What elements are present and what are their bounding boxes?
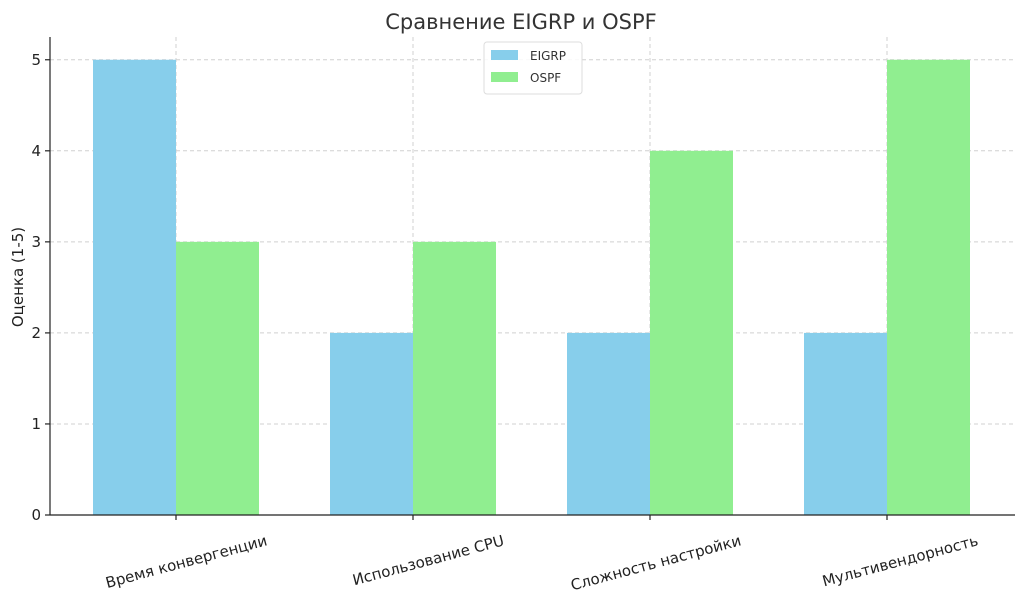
y-tick-label: 3 <box>31 233 41 251</box>
bar-eigrp-3 <box>567 332 650 515</box>
y-tick-label: 5 <box>31 51 41 69</box>
bar-eigrp-1 <box>93 59 176 516</box>
bar-eigrp-4 <box>804 332 887 515</box>
x-tick-label: Время конвергенции <box>104 531 269 591</box>
y-tick-label: 1 <box>31 415 41 433</box>
x-axis-ticks: Время конвергенции Использование CPU Сложн… <box>104 515 980 594</box>
legend-swatch-eigrp <box>491 50 518 60</box>
y-tick-label: 4 <box>31 142 41 160</box>
legend-label-eigrp: EIGRP <box>530 49 566 63</box>
bars <box>93 59 970 516</box>
bar-ospf-1 <box>176 241 259 515</box>
y-tick-label: 2 <box>31 324 41 342</box>
x-tick-label: Сложность настройки <box>569 531 743 594</box>
y-axis-label: Оценка (1-5) <box>9 227 27 327</box>
bar-eigrp-2 <box>330 332 413 515</box>
x-tick-label: Использование CPU <box>351 531 506 589</box>
bar-ospf-2 <box>413 241 496 515</box>
y-tick-label: 0 <box>31 506 41 524</box>
bar-ospf-3 <box>650 150 733 516</box>
x-tick-label: Мультивендорность <box>820 531 980 590</box>
legend-swatch-ospf <box>491 72 518 82</box>
y-axis-ticks: 0 1 2 3 4 5 <box>31 51 50 524</box>
bar-ospf-4 <box>887 59 970 516</box>
axes <box>49 37 1015 516</box>
legend-label-ospf: OSPF <box>530 71 561 85</box>
chart-title: Сравнение EIGRP и OSPF <box>385 10 656 34</box>
legend: EIGRP OSPF <box>483 41 583 95</box>
